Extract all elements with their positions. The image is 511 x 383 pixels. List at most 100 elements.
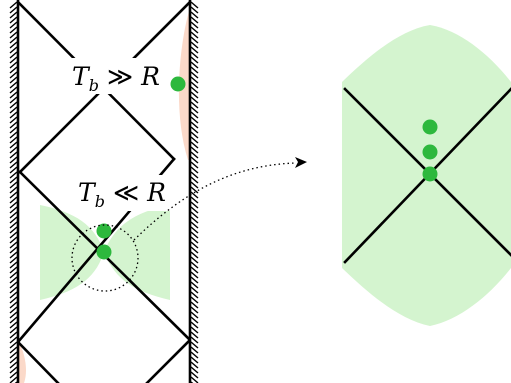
hatch-mark bbox=[190, 86, 199, 94]
hatch-mark bbox=[9, 146, 18, 154]
hatch-mark bbox=[190, 326, 199, 334]
hatch-mark bbox=[9, 31, 18, 39]
hatch-mark bbox=[9, 131, 18, 139]
hatch-mark bbox=[190, 171, 199, 179]
zoom-dot-middle bbox=[422, 144, 438, 160]
hatch-mark bbox=[9, 156, 18, 164]
hatch-mark bbox=[9, 16, 18, 24]
hatch-mark bbox=[190, 156, 199, 164]
zoom-dot-upper bbox=[422, 119, 438, 135]
hatch-mark bbox=[190, 226, 199, 234]
hatch-mark bbox=[190, 121, 199, 129]
hatch-mark bbox=[9, 331, 18, 339]
hatch-mark bbox=[9, 366, 18, 374]
hatch-mark bbox=[9, 321, 18, 329]
hatch-mark bbox=[190, 136, 199, 144]
hatch-mark bbox=[9, 296, 18, 304]
hatch-mark bbox=[9, 236, 18, 244]
hatch-mark bbox=[9, 21, 18, 29]
hatch-mark bbox=[190, 201, 199, 209]
hatch-mark bbox=[190, 181, 199, 189]
hatch-mark bbox=[190, 71, 199, 79]
hatch-mark bbox=[190, 281, 199, 289]
hatch-mark bbox=[9, 346, 18, 354]
hatch-mark bbox=[9, 336, 18, 344]
hatch-mark bbox=[9, 206, 18, 214]
hatch-mark bbox=[190, 36, 199, 44]
lower-label-background bbox=[74, 175, 174, 211]
hatch-mark bbox=[9, 216, 18, 224]
hatch-mark bbox=[9, 241, 18, 249]
hatch-mark bbox=[190, 316, 199, 324]
hatch-mark bbox=[190, 161, 199, 169]
hatch-mark bbox=[190, 251, 199, 259]
hatch-mark bbox=[9, 151, 18, 159]
left-wall-hatching bbox=[9, 1, 18, 383]
hatch-mark bbox=[9, 351, 18, 359]
arrowhead-icon bbox=[295, 157, 307, 168]
hatch-mark bbox=[9, 276, 18, 284]
zoom-circle bbox=[71, 224, 139, 292]
hatch-mark bbox=[9, 76, 18, 84]
hatch-mark bbox=[190, 361, 199, 369]
hatch-mark bbox=[190, 106, 199, 114]
hatch-mark bbox=[9, 66, 18, 74]
hatch-mark bbox=[9, 11, 18, 19]
hatch-mark bbox=[9, 286, 18, 294]
hatch-mark bbox=[190, 126, 199, 134]
hatch-mark bbox=[9, 161, 18, 169]
hatch-mark bbox=[9, 326, 18, 334]
salmon-region-lower bbox=[18, 340, 26, 383]
hatch-mark bbox=[190, 376, 199, 383]
hatch-mark bbox=[9, 81, 18, 89]
hatch-mark bbox=[190, 336, 199, 344]
hatch-mark bbox=[190, 291, 199, 299]
hatch-mark bbox=[9, 126, 18, 134]
hatch-mark bbox=[9, 271, 18, 279]
upper-dot bbox=[170, 76, 186, 92]
hatch-mark bbox=[9, 186, 18, 194]
hatch-mark bbox=[190, 266, 199, 274]
hatch-mark bbox=[9, 101, 18, 109]
hatch-mark bbox=[9, 71, 18, 79]
hatch-mark bbox=[9, 371, 18, 379]
hatch-mark bbox=[190, 191, 199, 199]
hatch-mark bbox=[9, 181, 18, 189]
hatch-mark bbox=[190, 306, 199, 314]
edge-line bbox=[145, 338, 190, 383]
hatch-mark bbox=[9, 6, 18, 14]
hatch-mark bbox=[190, 271, 199, 279]
hatch-mark bbox=[190, 206, 199, 214]
edge-line bbox=[18, 340, 60, 383]
hatch-mark bbox=[190, 196, 199, 204]
hatch-mark bbox=[9, 291, 18, 299]
hatch-mark bbox=[190, 286, 199, 294]
hatch-mark bbox=[190, 76, 199, 84]
hatch-mark bbox=[9, 221, 18, 229]
hatch-mark bbox=[9, 86, 18, 94]
hatch-mark bbox=[190, 6, 199, 14]
hatch-mark bbox=[9, 266, 18, 274]
hatch-mark bbox=[9, 281, 18, 289]
hatch-mark bbox=[190, 241, 199, 249]
hatch-mark bbox=[190, 216, 199, 224]
hatch-mark bbox=[190, 56, 199, 64]
hatch-mark bbox=[190, 366, 199, 374]
hatch-mark bbox=[9, 36, 18, 44]
hatch-mark bbox=[190, 346, 199, 354]
hatch-mark bbox=[9, 141, 18, 149]
hatch-mark bbox=[190, 96, 199, 104]
hatch-mark bbox=[190, 166, 199, 174]
hatch-mark bbox=[190, 236, 199, 244]
hatch-mark bbox=[9, 301, 18, 309]
hatch-mark bbox=[9, 121, 18, 129]
hatch-mark bbox=[190, 186, 199, 194]
right-wall-hatching bbox=[190, 1, 199, 383]
hatch-mark bbox=[9, 191, 18, 199]
hatch-mark bbox=[190, 146, 199, 154]
upper-label-background bbox=[68, 58, 164, 94]
hatch-mark bbox=[190, 301, 199, 309]
hatch-mark bbox=[9, 356, 18, 364]
hatch-mark bbox=[190, 26, 199, 34]
hatch-mark bbox=[190, 111, 199, 119]
